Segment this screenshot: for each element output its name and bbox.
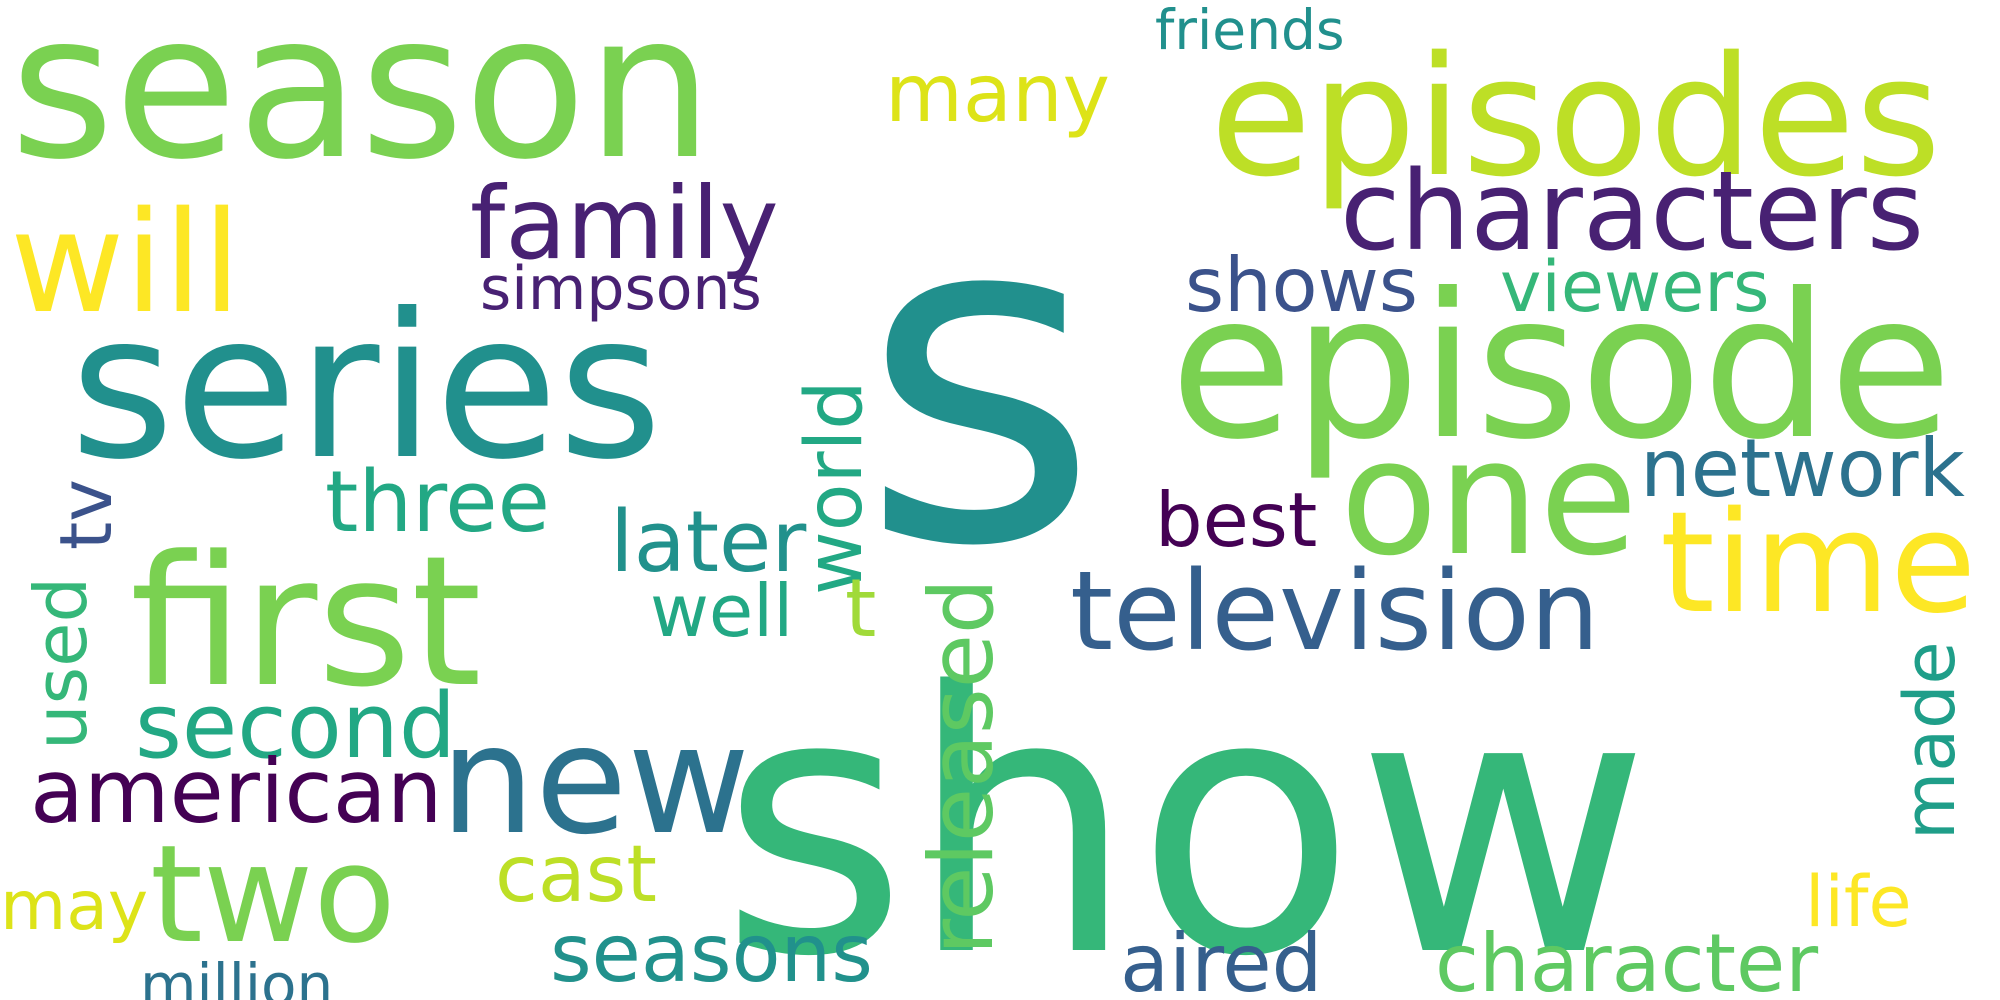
word-second: second [135, 673, 456, 779]
word-later: later [610, 493, 807, 593]
word-television: television [1070, 547, 1600, 676]
word-released: released [910, 578, 1014, 955]
word-well: well [650, 569, 794, 654]
word-family: family [470, 165, 779, 282]
word-character: character [1435, 917, 1819, 1000]
word-new: new [440, 694, 751, 868]
word-two: two [150, 816, 396, 974]
word-tv: tv [44, 479, 129, 550]
word-million: million [140, 950, 334, 1000]
word-characters: characters [1340, 147, 1925, 276]
word-series: series [70, 271, 663, 504]
word-s: s [860, 112, 1100, 648]
word-simpsons: simpsons [480, 254, 762, 325]
word-show: show [720, 616, 1651, 1000]
word-one: one [1340, 404, 1638, 592]
word-three: three [325, 453, 550, 553]
word-shows: shows [1185, 241, 1418, 329]
word-may: may [0, 867, 149, 947]
word-best: best [1155, 476, 1318, 564]
word-episodes: episodes [1210, 20, 1942, 213]
word-will: will [10, 181, 242, 345]
word-used: used [19, 576, 104, 750]
word-american: american [30, 740, 443, 844]
word-episode: episode [1170, 251, 1953, 484]
word-seasons: seasons [550, 907, 873, 1000]
word-life: life [1805, 860, 1912, 943]
word-many: many [885, 47, 1110, 141]
word-friends: friends [1155, 0, 1345, 63]
word-made: made [1888, 641, 1971, 840]
word-viewers: viewers [1500, 245, 1770, 328]
word-season: season [10, 0, 714, 204]
word-cast: cast [495, 829, 657, 920]
word-network: network [1640, 422, 1965, 516]
word-aired: aired [1120, 917, 1323, 1000]
word-time: time [1660, 481, 1977, 645]
word-t: t [845, 562, 877, 656]
word-first: first [130, 518, 482, 728]
